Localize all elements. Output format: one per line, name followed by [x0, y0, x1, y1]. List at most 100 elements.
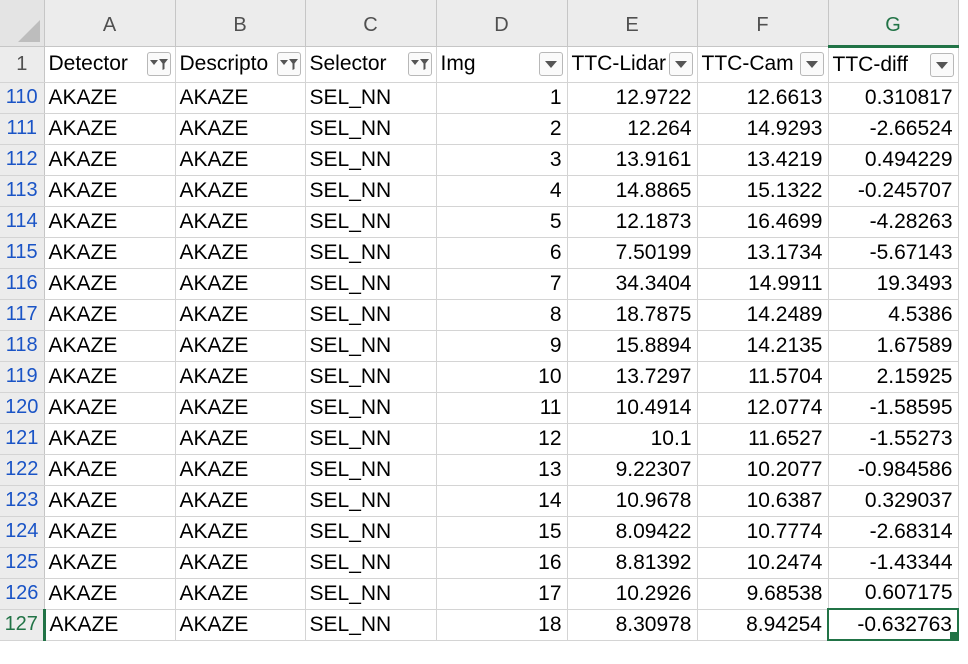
cell-descriptor[interactable]: AKAZE [175, 144, 306, 176]
column-header-e[interactable]: E [567, 0, 698, 47]
column-header-f[interactable]: F [697, 0, 829, 47]
cell-ttc-lidar[interactable]: 7.50199 [567, 237, 698, 269]
header-cell-descriptor[interactable]: Descripto [175, 46, 306, 83]
cell-descriptor[interactable]: AKAZE [175, 82, 306, 114]
cell-selector[interactable]: SEL_NN [305, 330, 437, 362]
cell-ttc-cam[interactable]: 10.7774 [697, 516, 829, 548]
cell-selector[interactable]: SEL_NN [305, 268, 437, 300]
cell-ttc-cam[interactable]: 10.2474 [697, 547, 829, 579]
cell-selector[interactable]: SEL_NN [305, 361, 437, 393]
cell-ttc-cam[interactable]: 14.9293 [697, 113, 829, 145]
header-cell-img[interactable]: Img [436, 46, 568, 83]
cell-ttc-cam[interactable]: 12.0774 [697, 392, 829, 424]
cell-img[interactable]: 5 [436, 206, 568, 238]
cell-ttc-cam[interactable]: 10.6387 [697, 485, 829, 517]
cell-img[interactable]: 13 [436, 454, 568, 486]
cell-descriptor[interactable]: AKAZE [175, 578, 306, 610]
dropdown-arrow-icon[interactable] [538, 51, 563, 76]
cell-selector[interactable]: SEL_NN [305, 82, 437, 114]
cell-ttc-diff[interactable]: -1.43344 [828, 547, 959, 579]
cell-selector[interactable]: SEL_NN [305, 237, 437, 269]
row-number[interactable]: 124 [0, 516, 45, 548]
column-header-g[interactable]: G [828, 0, 959, 48]
cell-ttc-cam[interactable]: 14.2489 [697, 299, 829, 331]
cell-descriptor[interactable]: AKAZE [175, 361, 306, 393]
cell-img[interactable]: 2 [436, 113, 568, 145]
row-number[interactable]: 113 [0, 175, 45, 207]
cell-ttc-lidar[interactable]: 10.2926 [567, 578, 698, 610]
cell-ttc-lidar[interactable]: 15.8894 [567, 330, 698, 362]
dropdown-arrow-icon[interactable] [799, 51, 824, 76]
cell-ttc-diff[interactable]: -0.984586 [828, 454, 959, 486]
active-cell[interactable]: -0.632763 [827, 608, 959, 641]
cell-ttc-cam[interactable]: 14.2135 [697, 330, 829, 362]
row-number[interactable]: 125 [0, 547, 45, 579]
cell-selector[interactable]: SEL_NN [305, 454, 437, 486]
cell-ttc-cam[interactable]: 8.94254 [697, 609, 829, 641]
cell-ttc-diff[interactable]: -1.58595 [828, 392, 959, 424]
cell-descriptor[interactable]: AKAZE [175, 392, 306, 424]
cell-ttc-lidar[interactable]: 10.9678 [567, 485, 698, 517]
column-header-d[interactable]: D [436, 0, 568, 47]
cell-ttc-diff[interactable]: 0.494229 [828, 144, 959, 176]
row-number[interactable]: 126 [0, 578, 45, 610]
cell-ttc-diff[interactable]: 1.67589 [828, 330, 959, 362]
cell-ttc-diff[interactable]: -2.68314 [828, 516, 959, 548]
cell-ttc-diff[interactable]: 2.15925 [828, 361, 959, 393]
cell-ttc-cam[interactable]: 9.68538 [697, 578, 829, 610]
cell-img[interactable]: 14 [436, 485, 568, 517]
cell-ttc-cam[interactable]: 12.6613 [697, 82, 829, 114]
cell-detector[interactable]: AKAZE [44, 299, 176, 331]
header-cell-ttc-diff[interactable]: TTC-diff [828, 46, 959, 83]
cell-descriptor[interactable]: AKAZE [175, 299, 306, 331]
cell-detector[interactable]: AKAZE [44, 423, 176, 455]
cell-selector[interactable]: SEL_NN [305, 547, 437, 579]
cell-img[interactable]: 16 [436, 547, 568, 579]
cell-detector[interactable]: AKAZE [44, 268, 176, 300]
cell-selector[interactable]: SEL_NN [305, 299, 437, 331]
filter-funnel-dropdown-icon[interactable] [276, 51, 301, 76]
cell-img[interactable]: 10 [436, 361, 568, 393]
cell-ttc-cam[interactable]: 16.4699 [697, 206, 829, 238]
cell-ttc-cam[interactable]: 13.4219 [697, 144, 829, 176]
cell-detector[interactable]: AKAZE [44, 578, 176, 610]
cell-ttc-diff[interactable]: -2.66524 [828, 113, 959, 145]
cell-selector[interactable]: SEL_NN [305, 113, 437, 145]
cell-descriptor[interactable]: AKAZE [175, 237, 306, 269]
cell-ttc-lidar[interactable]: 12.9722 [567, 82, 698, 114]
dropdown-arrow-icon[interactable] [929, 52, 954, 77]
row-number[interactable]: 116 [0, 268, 45, 300]
cell-ttc-lidar[interactable]: 13.7297 [567, 361, 698, 393]
column-header-a[interactable]: A [44, 0, 176, 47]
cell-img[interactable]: 6 [436, 237, 568, 269]
cell-descriptor[interactable]: AKAZE [175, 547, 306, 579]
cell-descriptor[interactable]: AKAZE [175, 175, 306, 207]
cell-detector[interactable]: AKAZE [44, 82, 176, 114]
cell-detector[interactable]: AKAZE [44, 237, 176, 269]
cell-descriptor[interactable]: AKAZE [175, 485, 306, 517]
select-all-corner[interactable] [0, 0, 45, 47]
dropdown-arrow-icon[interactable] [668, 51, 693, 76]
header-cell-ttc-lidar[interactable]: TTC-Lidar [567, 46, 698, 83]
cell-ttc-diff[interactable]: 0.607175 [828, 578, 959, 610]
header-cell-detector[interactable]: Detector [44, 46, 176, 83]
cell-detector[interactable]: AKAZE [44, 330, 176, 362]
cell-ttc-lidar[interactable]: 14.8865 [567, 175, 698, 207]
cell-descriptor[interactable]: AKAZE [175, 609, 306, 641]
cell-descriptor[interactable]: AKAZE [175, 423, 306, 455]
header-cell-ttc-cam[interactable]: TTC-Cam [697, 46, 829, 83]
cell-ttc-cam[interactable]: 15.1322 [697, 175, 829, 207]
cell-detector[interactable]: AKAZE [44, 175, 176, 207]
cell-img[interactable]: 4 [436, 175, 568, 207]
cell-img[interactable]: 12 [436, 423, 568, 455]
cell-ttc-cam[interactable]: 11.6527 [697, 423, 829, 455]
cell-descriptor[interactable]: AKAZE [175, 516, 306, 548]
cell-ttc-lidar[interactable]: 10.1 [567, 423, 698, 455]
row-number[interactable]: 123 [0, 485, 45, 517]
cell-ttc-cam[interactable]: 10.2077 [697, 454, 829, 486]
row-number[interactable]: 127 [0, 609, 46, 641]
cell-ttc-diff[interactable]: 0.329037 [828, 485, 959, 517]
cell-detector[interactable]: AKAZE [44, 113, 176, 145]
cell-selector[interactable]: SEL_NN [305, 423, 437, 455]
cell-detector[interactable]: AKAZE [44, 454, 176, 486]
